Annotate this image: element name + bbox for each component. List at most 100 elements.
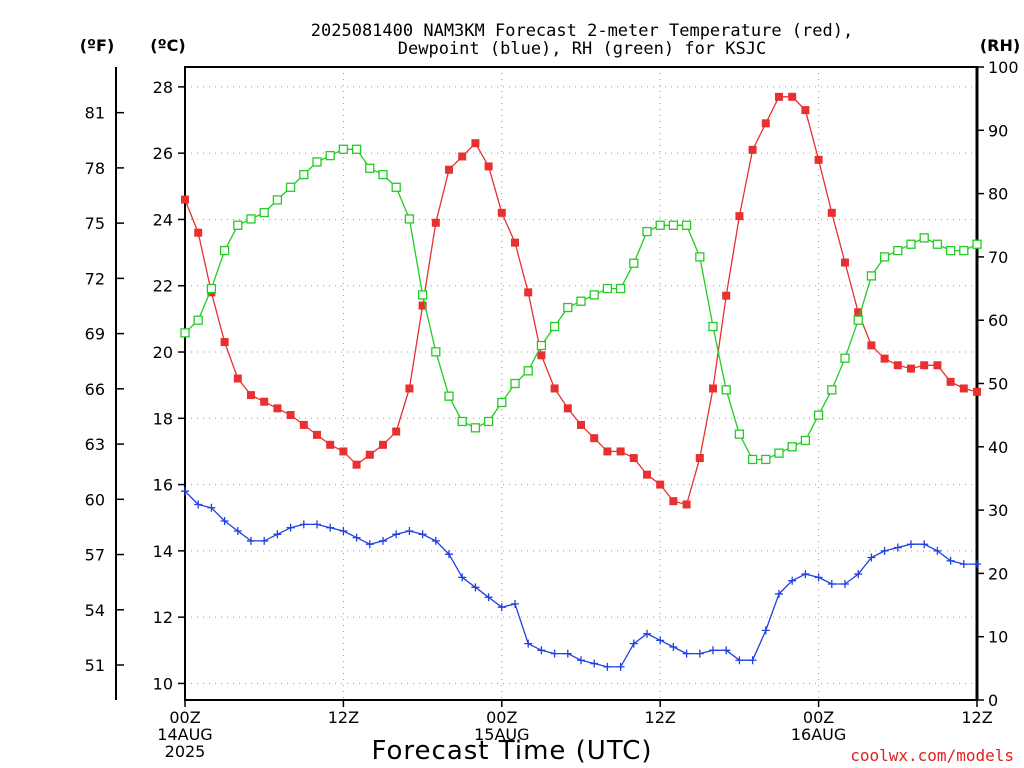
data-point-dewpoint <box>841 580 849 589</box>
data-point-dewpoint <box>669 642 678 651</box>
data-point-rh <box>404 214 415 224</box>
data-point-dewpoint <box>735 656 744 665</box>
x-tick-label: 12Z <box>961 708 992 727</box>
plot-frame <box>184 66 978 701</box>
data-point-dewpoint <box>616 662 625 671</box>
data-point-rh <box>180 328 190 338</box>
data-point-temperature <box>313 430 321 439</box>
data-point-rh <box>642 226 652 237</box>
rh-tick-label: 10 <box>988 628 1008 647</box>
data-point-temperature <box>669 497 678 506</box>
data-point-temperature <box>405 384 414 393</box>
data-point-rh <box>523 366 533 376</box>
data-point-rh <box>563 302 573 313</box>
data-point-dewpoint <box>286 523 295 532</box>
data-point-dewpoint <box>827 580 836 589</box>
x-tick-label: 16AUG <box>791 725 846 744</box>
data-point-temperature <box>761 119 770 128</box>
data-point-rh <box>378 169 388 180</box>
rh-tick-label: 90 <box>988 121 1008 140</box>
data-point-dewpoint <box>933 546 942 555</box>
data-point-rh <box>774 448 784 458</box>
data-point-temperature <box>814 155 823 164</box>
data-point-dewpoint <box>946 556 955 565</box>
data-point-dewpoint <box>247 536 255 545</box>
x-tick-label: 14AUG <box>157 725 212 744</box>
data-point-dewpoint <box>497 603 506 612</box>
data-point-temperature <box>511 238 519 247</box>
data-point-temperature <box>299 420 308 429</box>
data-point-temperature <box>959 384 968 393</box>
data-point-temperature <box>920 361 929 370</box>
data-point-temperature <box>537 351 546 360</box>
x-tick-label: 00Z <box>803 708 834 727</box>
data-point-temperature <box>827 208 836 217</box>
series <box>180 92 982 671</box>
data-point-rh <box>312 157 322 167</box>
data-point-temperature <box>695 454 704 463</box>
data-point-dewpoint <box>603 662 612 671</box>
data-point-temperature <box>247 391 255 400</box>
data-point-temperature <box>220 338 229 347</box>
x-tick-label: 12Z <box>328 708 359 727</box>
data-point-rh <box>589 290 599 300</box>
fahrenheit-tick-label: 57 <box>85 546 105 565</box>
data-point-rh <box>734 429 745 439</box>
data-point-dewpoint <box>233 526 242 535</box>
data-point-temperature <box>973 387 981 396</box>
data-point-rh <box>457 416 467 427</box>
data-point-rh <box>444 391 454 401</box>
data-point-temperature <box>471 139 480 148</box>
data-point-rh <box>879 252 890 262</box>
data-point-rh <box>615 283 626 294</box>
data-point-rh <box>853 315 863 325</box>
data-point-temperature <box>682 500 691 509</box>
data-point-rh <box>536 340 547 351</box>
chart-title-line-2: Dewpoint (blue), RH (green) for KSJC <box>398 39 766 59</box>
data-point-rh <box>866 271 877 281</box>
data-point-dewpoint <box>814 573 823 582</box>
data-point-temperature <box>893 361 902 370</box>
data-point-dewpoint <box>880 546 889 555</box>
data-point-temperature <box>788 92 797 101</box>
data-point-rh <box>272 195 283 205</box>
data-point-temperature <box>880 354 889 363</box>
data-point-dewpoint <box>907 540 915 549</box>
data-point-rh <box>417 290 428 300</box>
series-line-dewpoint <box>184 490 977 668</box>
celsius-tick-label: 28 <box>153 78 173 97</box>
data-point-rh <box>576 296 586 306</box>
celsius-tick-label: 24 <box>153 210 173 229</box>
grid <box>185 67 977 700</box>
data-point-rh <box>681 220 692 230</box>
data-point-temperature <box>458 152 467 161</box>
data-point-temperature <box>445 165 453 174</box>
data-point-dewpoint <box>365 540 374 549</box>
data-point-dewpoint <box>273 530 282 539</box>
data-point-temperature <box>273 404 282 413</box>
data-point-rh <box>470 423 481 433</box>
series-rh <box>180 144 982 465</box>
data-point-dewpoint <box>379 536 387 545</box>
data-point-temperature <box>550 384 559 393</box>
fahrenheit-tick-label: 78 <box>85 159 105 178</box>
data-point-temperature <box>854 308 863 317</box>
data-point-dewpoint <box>313 520 321 529</box>
data-point-dewpoint <box>775 589 783 598</box>
data-point-dewpoint <box>299 520 308 529</box>
fahrenheit-tick-label: 75 <box>85 214 105 233</box>
data-point-rh <box>761 454 771 465</box>
data-point-dewpoint <box>748 656 757 665</box>
data-point-temperature <box>260 397 269 406</box>
data-point-rh <box>602 283 613 294</box>
data-point-dewpoint <box>392 530 401 539</box>
data-point-rh <box>655 220 665 230</box>
data-point-temperature <box>629 454 638 463</box>
celsius-tick-label: 16 <box>153 476 173 495</box>
data-point-dewpoint <box>207 503 216 512</box>
data-point-temperature <box>577 420 585 429</box>
data-point-temperature <box>563 404 572 413</box>
data-point-rh <box>325 150 335 161</box>
data-point-temperature <box>801 106 810 115</box>
data-point-dewpoint <box>682 649 691 658</box>
